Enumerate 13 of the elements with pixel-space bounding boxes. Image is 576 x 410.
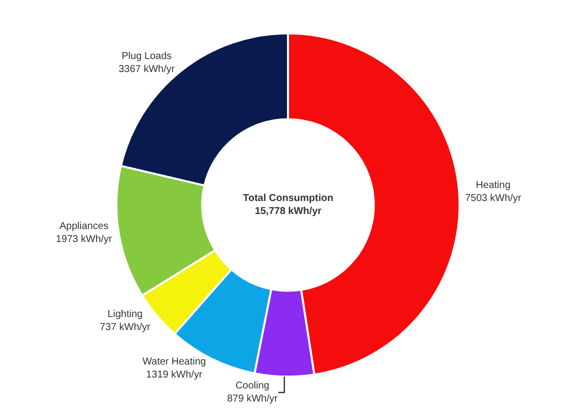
data-label: 7503 kWh/yr xyxy=(465,192,522,204)
text: Total Consumption 15,778 kWh/yr xyxy=(243,193,334,217)
data-label: 1973 kWh/yr xyxy=(56,234,113,246)
slice-label: Appliances xyxy=(59,221,108,232)
data-label: 1319 kWh/yr xyxy=(146,369,203,380)
slice-label: Heating xyxy=(476,180,510,191)
data-label: 879 kWh/yr xyxy=(227,393,278,404)
slice-label: Plug Loads xyxy=(122,51,172,62)
slice-label: Cooling xyxy=(235,380,270,392)
slice-label: Water Heating xyxy=(142,356,206,368)
slice-label: Lighting xyxy=(108,308,143,320)
data-label: 737 kWh/yr xyxy=(100,322,152,333)
data-label: 3367 kWh/yr xyxy=(118,64,176,76)
